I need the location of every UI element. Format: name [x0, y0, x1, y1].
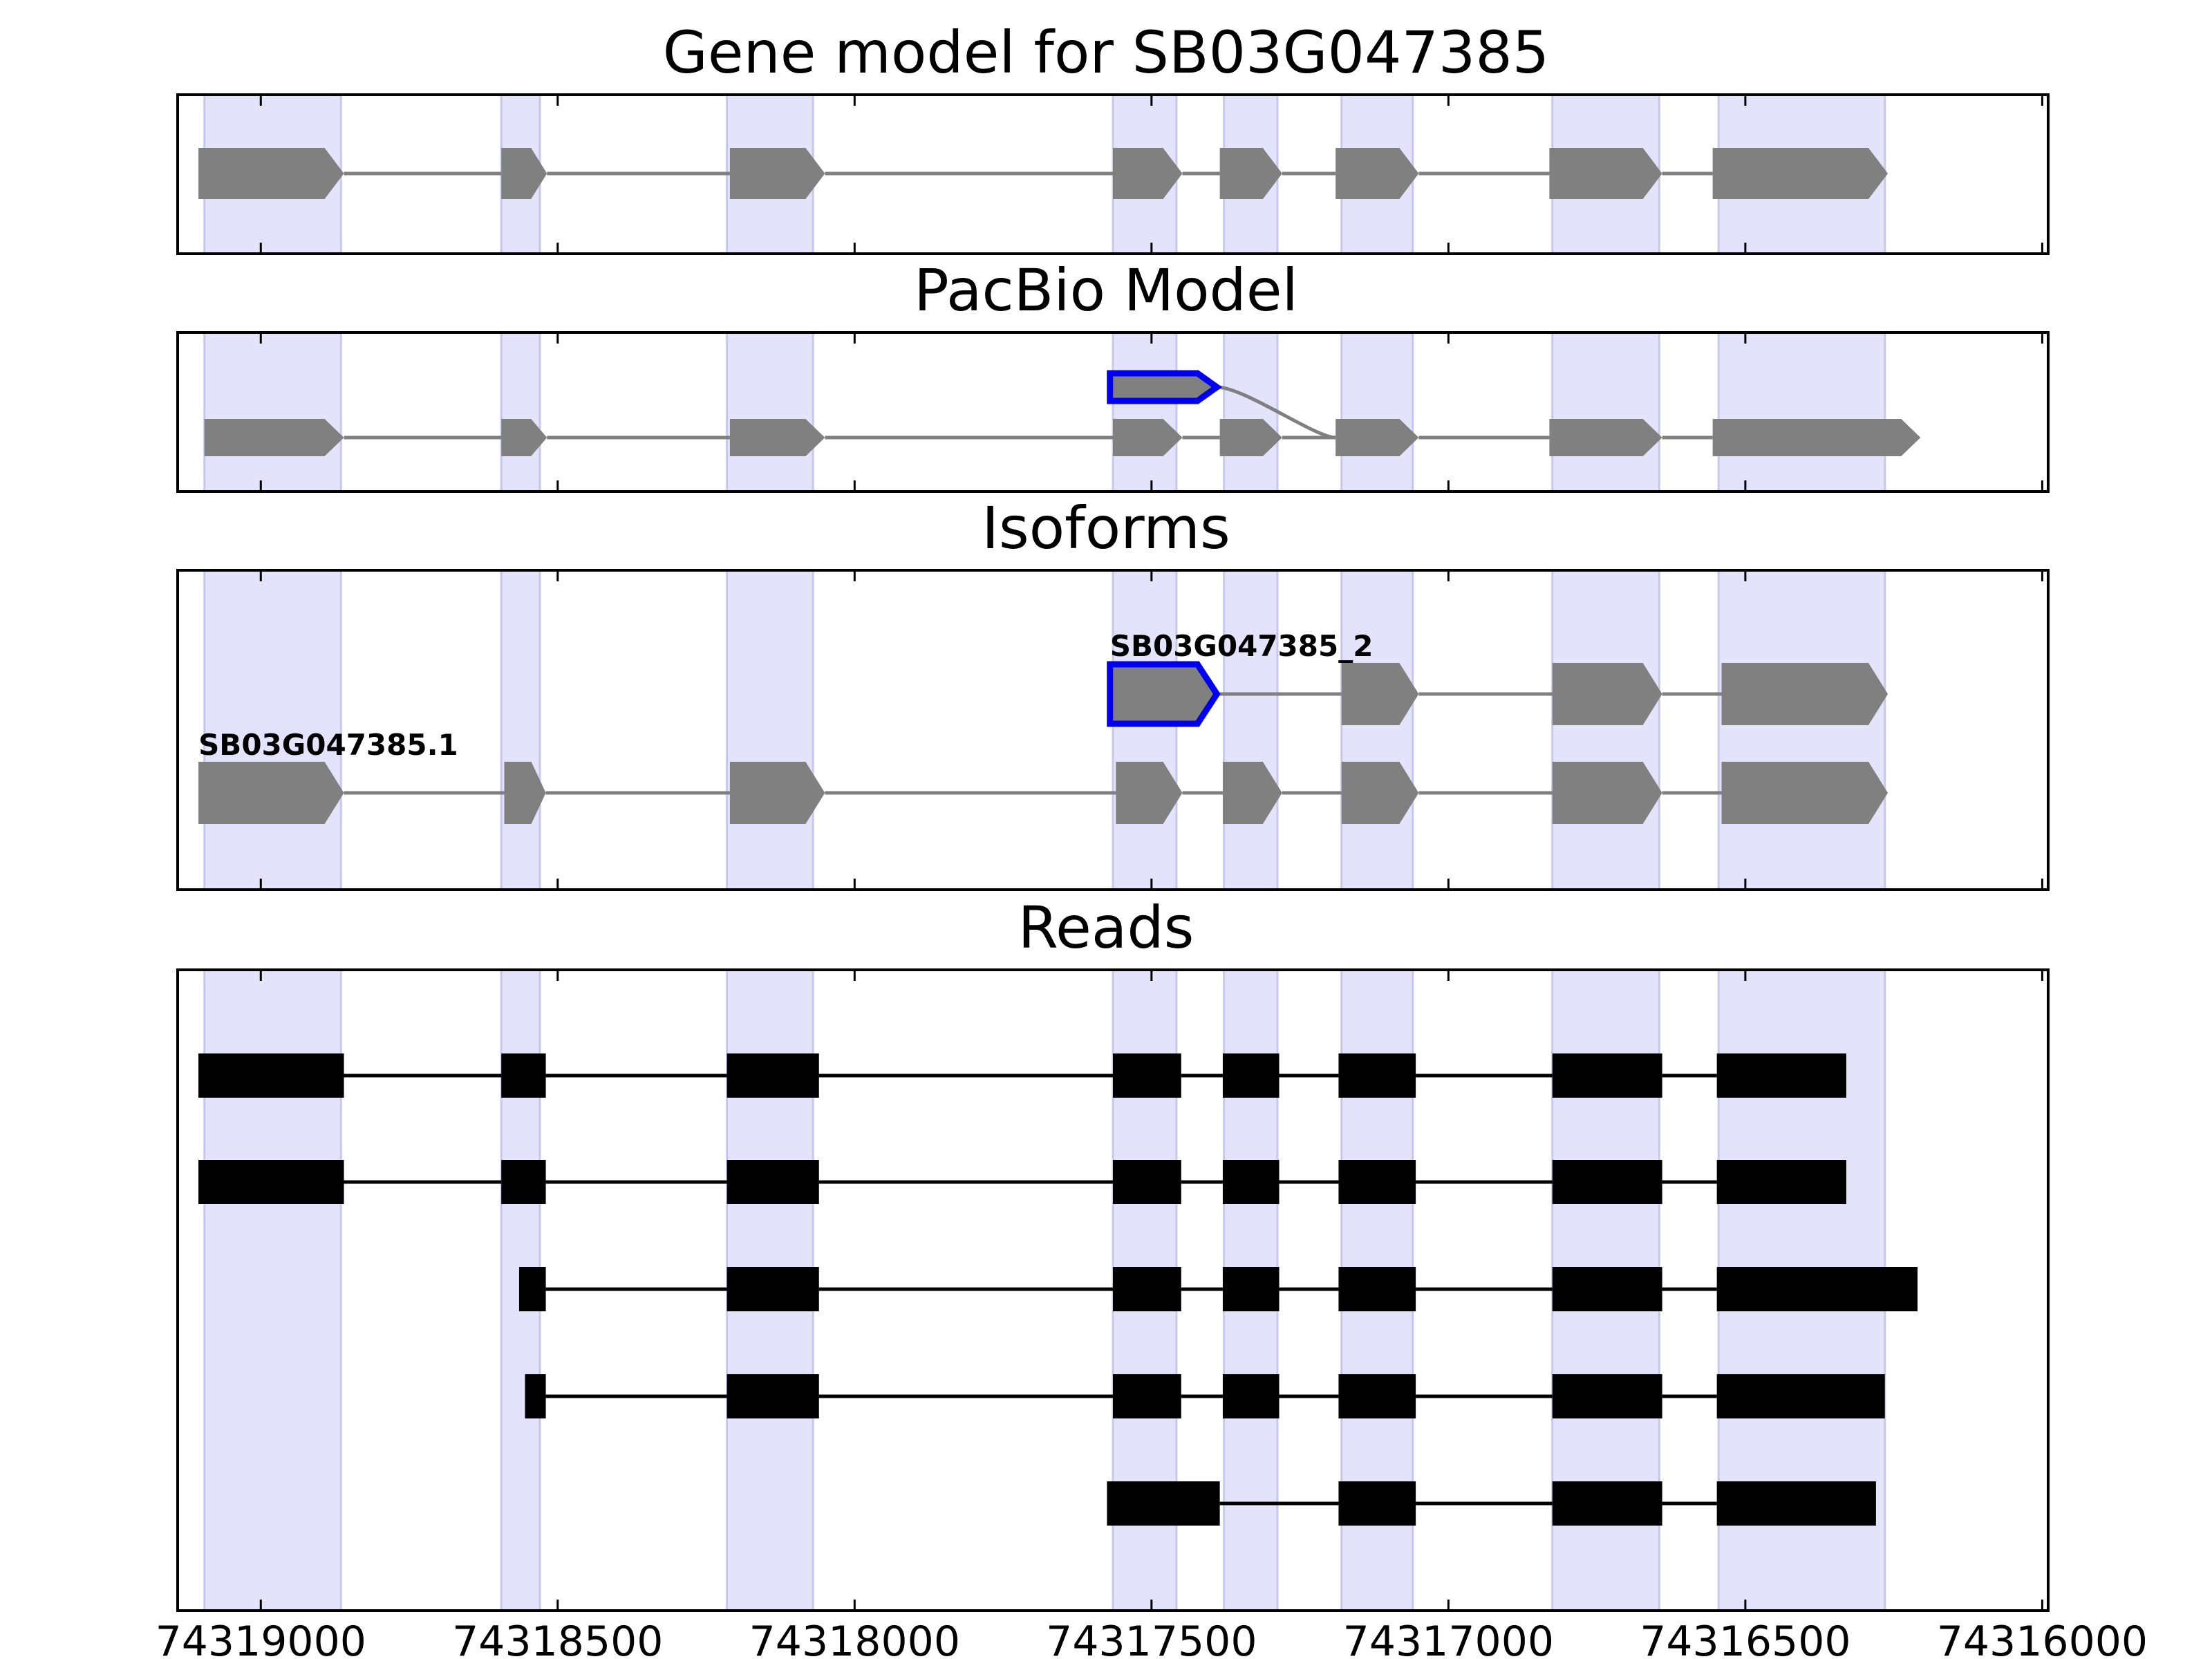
read-2-block-2 [1113, 1267, 1181, 1311]
pacbio-exon-0 [204, 419, 344, 456]
isoform-1-exon-4 [1222, 762, 1282, 824]
read-3-block-3 [1222, 1374, 1280, 1418]
read-2-block-0 [518, 1267, 546, 1311]
isoform-1-exon-2 [729, 762, 825, 824]
exon-band-p2-3 [1112, 569, 1178, 891]
read-1-block-7 [1716, 1160, 1846, 1204]
read-4-block-3 [1716, 1481, 1876, 1526]
exon-band-p2-7 [1717, 569, 1886, 891]
gene-model-exon-3 [1113, 148, 1183, 199]
pacbio-exon-3 [1113, 419, 1183, 456]
panel-title-gene-model: Gene model for SB03G047385 [662, 19, 1550, 86]
isoform-1-exon-5 [1341, 762, 1419, 824]
exon-band-p1-6 [1551, 331, 1660, 493]
exon-band-p2-4 [1223, 569, 1279, 891]
isoform-0-exon-1 [1341, 663, 1419, 725]
x-tick-label-6: 74316000 [1937, 1618, 2148, 1659]
read-3-block-0 [525, 1374, 546, 1418]
read-3-block-6 [1716, 1374, 1885, 1418]
gene-model-exon-2 [729, 148, 825, 199]
read-0-block-7 [1716, 1053, 1846, 1098]
exon-band-p1-5 [1340, 331, 1414, 493]
gene-model-exon-6 [1549, 148, 1662, 199]
exon-band-p1-0 [203, 331, 342, 493]
pacbio-exon-1 [501, 419, 547, 456]
read-3-block-1 [727, 1374, 819, 1418]
read-4-block-0 [1107, 1481, 1220, 1526]
isoform-0-exon-3 [1721, 663, 1888, 725]
read-0-block-6 [1552, 1053, 1662, 1098]
pacbio-exon-2 [729, 419, 825, 456]
read-0-block-2 [727, 1053, 819, 1098]
panel-frame-2 [176, 569, 2050, 891]
exon-band-p2-1 [500, 569, 541, 891]
isoform-0-exon-2 [1552, 663, 1662, 725]
x-tick-label-5: 74316500 [1640, 1618, 1850, 1659]
read-2-block-5 [1552, 1267, 1662, 1311]
read-4-block-2 [1552, 1481, 1662, 1526]
read-1-block-6 [1552, 1160, 1662, 1204]
read-1-block-4 [1222, 1160, 1280, 1204]
read-0-block-5 [1338, 1053, 1416, 1098]
pacbio-exon-7 [1712, 419, 1921, 456]
read-2-block-1 [727, 1267, 819, 1311]
read-1-block-0 [198, 1160, 344, 1204]
isoform-label-0: SB03G047385_2 [1110, 629, 1374, 663]
read-3-block-4 [1338, 1374, 1416, 1418]
panel-title-pacbio-model: PacBio Model [914, 256, 1298, 324]
read-0-block-1 [501, 1053, 546, 1098]
panel-frame-0 [176, 93, 2050, 255]
read-1-block-5 [1338, 1160, 1416, 1204]
read-1-block-3 [1113, 1160, 1181, 1204]
isoform-label-1: SB03G047385.1 [198, 728, 458, 762]
pacbio-exon-6 [1549, 419, 1662, 456]
read-3-block-2 [1113, 1374, 1181, 1418]
read-0-block-4 [1222, 1053, 1280, 1098]
panel-title-reads: Reads [1018, 894, 1194, 962]
read-0-block-0 [198, 1053, 344, 1098]
gene-model-exon-5 [1335, 148, 1419, 199]
exon-band-p1-2 [726, 331, 814, 493]
isoform-1-exon-1 [504, 762, 546, 824]
x-tick-label-2: 74318000 [749, 1618, 960, 1659]
isoform-1-exon-6 [1552, 762, 1662, 824]
x-tick-label-0: 74319000 [156, 1618, 366, 1659]
panel-frame-1 [176, 331, 2050, 493]
exon-band-p1-3 [1112, 331, 1178, 493]
pacbio-connector [1217, 385, 1336, 440]
panel-frame-3 [176, 968, 2050, 1612]
exon-band-p1-1 [500, 331, 541, 493]
read-2-block-4 [1338, 1267, 1416, 1311]
x-tick-label-4: 74317000 [1343, 1618, 1554, 1659]
read-4-block-1 [1338, 1481, 1416, 1526]
isoform-1-exon-7 [1721, 762, 1888, 824]
read-1-block-2 [727, 1160, 819, 1204]
pacbio-highlight-exon-0 [1107, 370, 1223, 404]
exon-band-p2-2 [726, 569, 814, 891]
read-0-block-3 [1113, 1053, 1181, 1098]
exon-band-p1-4 [1223, 331, 1279, 493]
isoform-1-exon-0 [198, 762, 344, 824]
exon-band-p1-7 [1717, 331, 1886, 493]
read-3-block-5 [1552, 1374, 1662, 1418]
x-tick-label-1: 74318500 [452, 1618, 663, 1659]
read-1-block-1 [501, 1160, 546, 1204]
isoform-1-exon-3 [1116, 762, 1183, 824]
gene-model-exon-1 [501, 148, 547, 199]
x-tick-label-3: 74317500 [1046, 1618, 1257, 1659]
gene-model-exon-7 [1712, 148, 1888, 199]
read-2-block-6 [1716, 1267, 1918, 1311]
pacbio-exon-5 [1335, 419, 1419, 456]
exon-band-p2-5 [1340, 569, 1414, 891]
exon-band-p2-6 [1551, 569, 1660, 891]
isoform-0-exon-0 [1107, 661, 1221, 727]
gene-model-exon-4 [1219, 148, 1282, 199]
gene-model-exon-0 [198, 148, 344, 199]
read-2-block-3 [1222, 1267, 1280, 1311]
panel-title-isoforms: Isoforms [982, 494, 1230, 562]
pacbio-exon-4 [1219, 419, 1282, 456]
